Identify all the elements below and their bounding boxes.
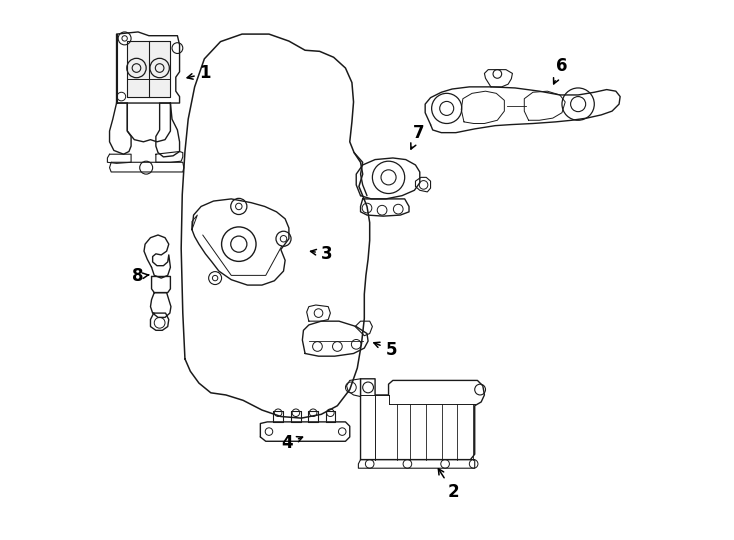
- Polygon shape: [144, 235, 170, 278]
- Text: 5: 5: [374, 341, 397, 359]
- Polygon shape: [150, 313, 169, 330]
- Polygon shape: [109, 103, 131, 154]
- Text: 1: 1: [187, 64, 211, 83]
- Text: 8: 8: [132, 267, 149, 286]
- Polygon shape: [415, 177, 431, 192]
- Text: 7: 7: [411, 124, 424, 149]
- Polygon shape: [346, 379, 360, 396]
- Polygon shape: [325, 411, 335, 422]
- Polygon shape: [425, 87, 620, 133]
- Polygon shape: [192, 199, 289, 285]
- Polygon shape: [156, 103, 180, 157]
- Polygon shape: [302, 321, 368, 356]
- Polygon shape: [360, 199, 409, 216]
- Polygon shape: [307, 305, 330, 321]
- Polygon shape: [273, 411, 283, 422]
- Polygon shape: [261, 422, 350, 441]
- Polygon shape: [358, 460, 475, 468]
- Polygon shape: [355, 321, 372, 336]
- Polygon shape: [291, 411, 301, 422]
- Polygon shape: [107, 154, 131, 164]
- Polygon shape: [356, 158, 420, 199]
- Polygon shape: [360, 379, 484, 460]
- Polygon shape: [109, 163, 184, 172]
- Text: 6: 6: [553, 57, 567, 84]
- Text: 4: 4: [281, 435, 302, 453]
- Polygon shape: [127, 41, 170, 97]
- Polygon shape: [484, 70, 512, 87]
- Polygon shape: [308, 411, 318, 422]
- Text: 3: 3: [310, 245, 333, 263]
- Polygon shape: [181, 34, 370, 418]
- Polygon shape: [117, 32, 180, 103]
- Polygon shape: [150, 293, 171, 318]
- Polygon shape: [151, 276, 170, 293]
- Polygon shape: [156, 152, 183, 163]
- Text: 2: 2: [438, 469, 459, 501]
